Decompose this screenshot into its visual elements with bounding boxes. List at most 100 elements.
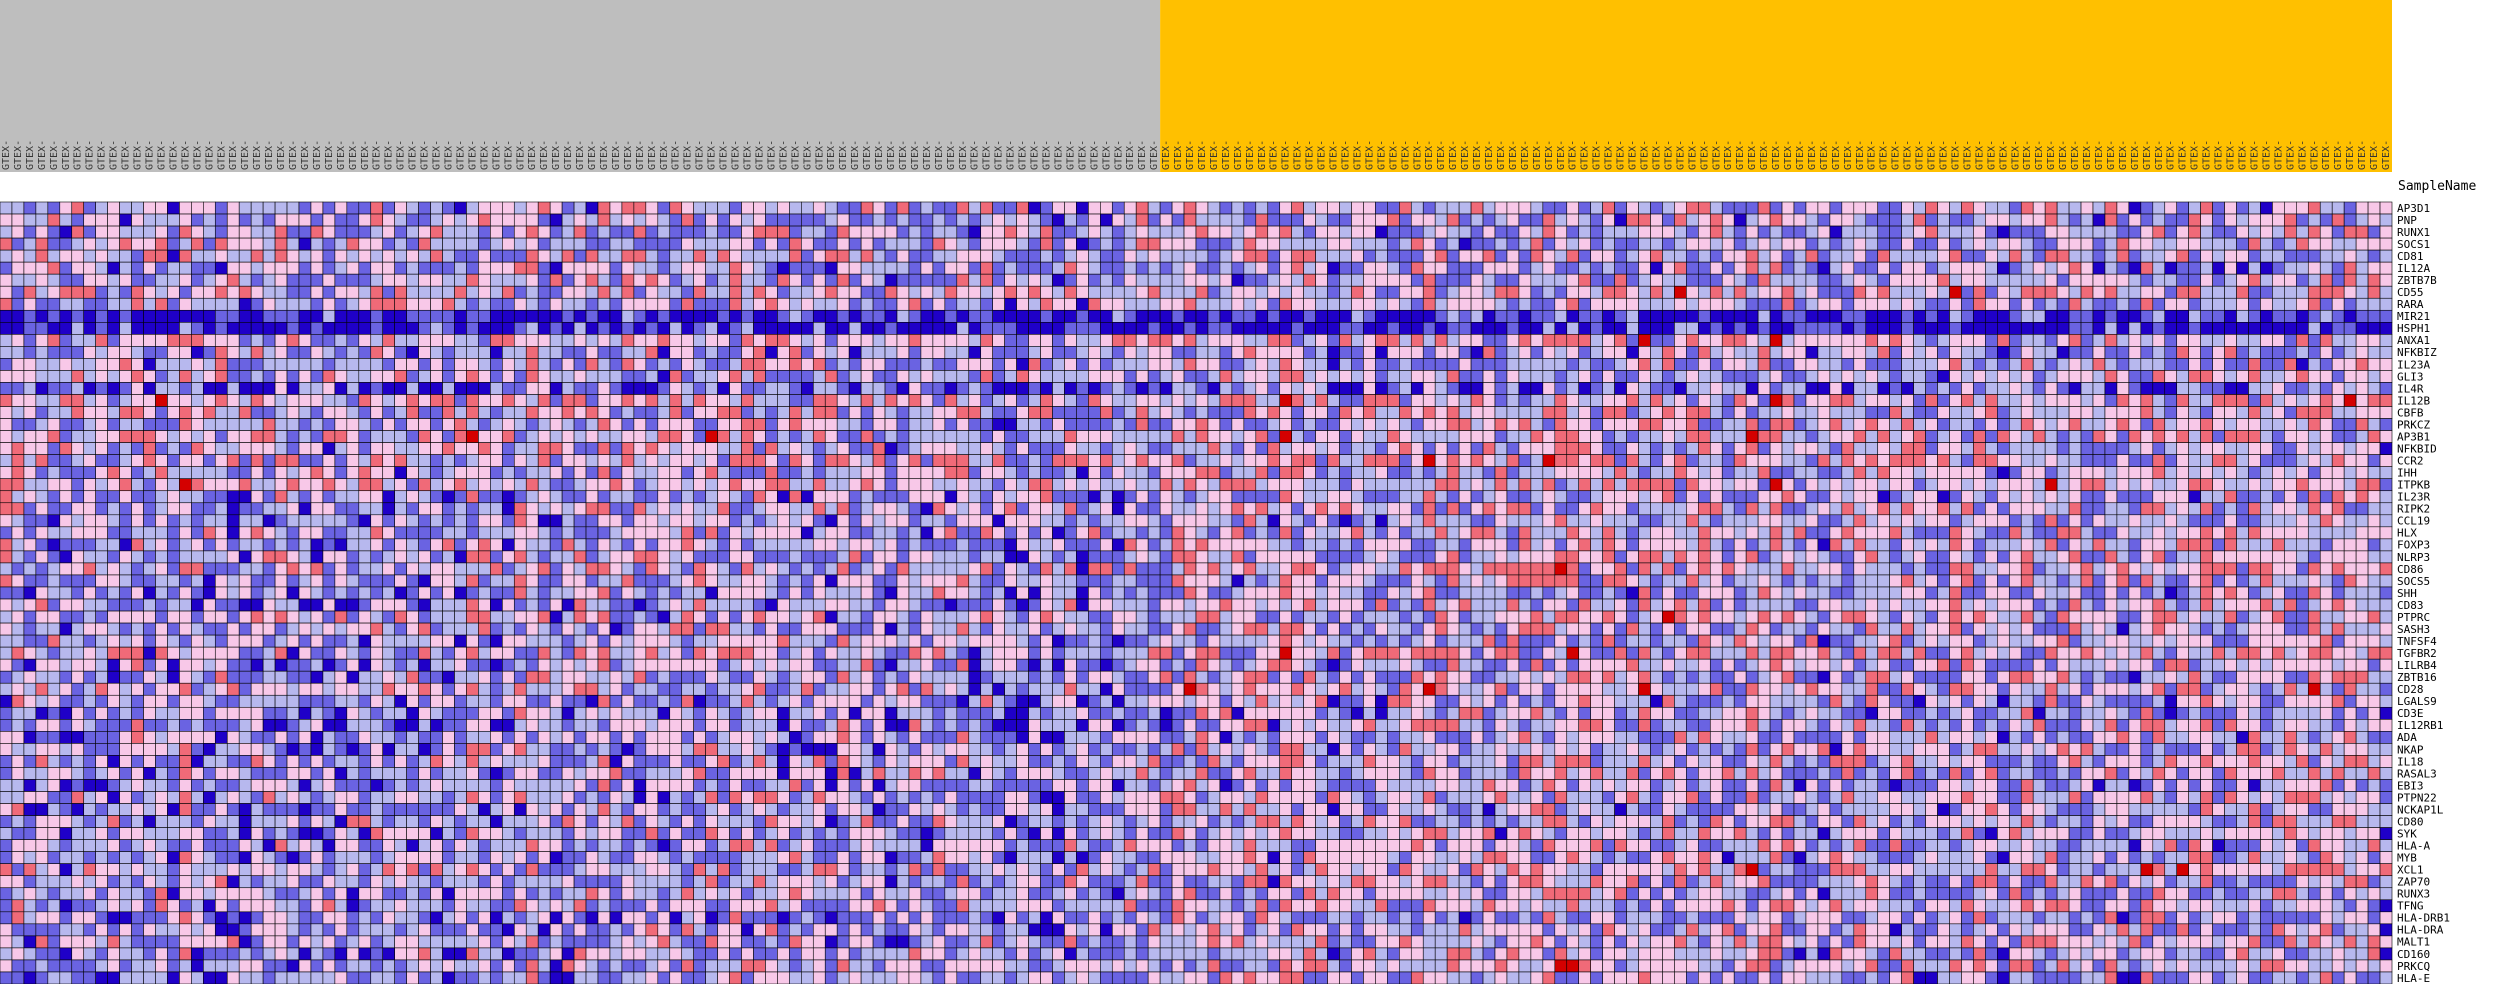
heatmap-cell <box>1375 490 1388 504</box>
heatmap-cell <box>1291 346 1304 359</box>
heatmap-cell <box>2116 406 2130 419</box>
heatmap-cell <box>203 478 216 492</box>
heatmap-cell <box>777 309 790 323</box>
heatmap-cell <box>801 358 814 371</box>
heatmap-cell <box>1399 261 1412 275</box>
heatmap-cell <box>932 358 946 371</box>
heatmap-cell <box>729 478 742 492</box>
heatmap-cell <box>1901 322 1914 335</box>
heatmap-cell <box>1769 273 1783 287</box>
heatmap-cell <box>2331 309 2345 323</box>
heatmap-cell <box>454 466 467 480</box>
heatmap-cell <box>1135 490 1149 504</box>
heatmap-cell <box>1841 490 1855 504</box>
heatmap-cell <box>1064 418 1077 431</box>
heatmap-cell <box>1088 285 1101 299</box>
heatmap-cell <box>681 334 694 347</box>
heatmap-cell <box>1267 273 1281 287</box>
heatmap-cell <box>848 442 862 455</box>
heatmap-cell <box>1375 249 1388 263</box>
heatmap-cell <box>2272 334 2285 347</box>
heatmap-cell <box>191 297 204 311</box>
heatmap-cell <box>1937 418 1950 431</box>
heatmap-cell <box>1494 285 1508 299</box>
heatmap-cell <box>609 261 623 275</box>
heatmap-cell <box>884 237 898 251</box>
heatmap-cell <box>2104 334 2118 347</box>
heatmap-cell <box>872 370 886 383</box>
heatmap-cell <box>203 346 216 359</box>
heatmap-cell <box>2092 261 2106 275</box>
heatmap-cell <box>1937 322 1950 335</box>
heatmap-cell <box>585 346 599 359</box>
heatmap-cell <box>1925 322 1938 335</box>
heatmap-cell <box>980 322 993 335</box>
heatmap-cell <box>119 309 132 323</box>
heatmap-cell <box>83 322 96 335</box>
heatmap-cell <box>777 249 790 263</box>
heatmap-cell <box>2116 309 2130 323</box>
heatmap-cell <box>1482 346 1496 359</box>
heatmap-cell <box>310 201 324 215</box>
heatmap-cell <box>2092 237 2106 251</box>
heatmap-cell <box>645 406 659 419</box>
heatmap-cell <box>765 237 778 251</box>
heatmap-cell <box>1351 201 1364 215</box>
heatmap-cell <box>95 370 108 383</box>
heatmap-cell <box>430 261 443 275</box>
heatmap-cell <box>1195 454 1209 467</box>
heatmap-cell <box>143 406 156 419</box>
heatmap-cell <box>286 346 300 359</box>
heatmap-cell <box>2200 478 2213 492</box>
heatmap-cell <box>980 213 993 227</box>
heatmap-cell <box>932 382 946 395</box>
heatmap-cell <box>765 297 778 311</box>
heatmap-cell <box>561 430 575 443</box>
heatmap-cell <box>1410 406 1424 419</box>
heatmap-cell <box>2104 285 2118 299</box>
heatmap-cell <box>1494 297 1508 311</box>
heatmap-cell <box>2331 454 2345 467</box>
heatmap-cell <box>1351 261 1364 275</box>
heatmap-cell <box>932 201 946 215</box>
heatmap-cell <box>1183 490 1197 504</box>
heatmap-cell <box>1805 261 1819 275</box>
heatmap-cell <box>1721 285 1735 299</box>
heatmap-cell <box>1231 225 1245 239</box>
heatmap-cell <box>2367 225 2381 239</box>
heatmap-cell <box>262 466 276 480</box>
heatmap-cell <box>2068 490 2082 504</box>
heatmap-cell <box>1841 382 1855 395</box>
heatmap-cell <box>418 382 431 395</box>
heatmap-cell <box>191 454 204 467</box>
heatmap-cell <box>442 285 455 299</box>
heatmap-cell <box>944 478 958 492</box>
heatmap-cell <box>1363 454 1376 467</box>
heatmap-cell <box>107 382 120 395</box>
heatmap-cell <box>2331 346 2345 359</box>
heatmap-cell <box>454 309 467 323</box>
heatmap-cell <box>2080 201 2094 215</box>
heatmap-cell <box>1757 261 1771 275</box>
heatmap-cell <box>502 237 515 251</box>
heatmap-cell <box>1219 478 1233 492</box>
heatmap-cell <box>657 430 671 443</box>
heatmap-cell <box>669 454 683 467</box>
heatmap-cell <box>1650 334 1663 347</box>
heatmap-cell <box>549 442 563 455</box>
heatmap-cell <box>1028 442 1041 455</box>
heatmap-cell <box>717 442 730 455</box>
heatmap-cell <box>860 442 874 455</box>
heatmap-cell <box>1877 358 1890 371</box>
heatmap-cell <box>765 309 778 323</box>
heatmap-cell <box>394 442 407 455</box>
heatmap-cell <box>1339 430 1352 443</box>
heatmap-cell <box>2056 346 2070 359</box>
heatmap-cell <box>1829 285 1843 299</box>
heatmap-cell <box>1626 285 1639 299</box>
heatmap-cell <box>1769 394 1783 407</box>
heatmap-cell <box>1937 297 1950 311</box>
heatmap-cell <box>334 346 348 359</box>
heatmap-cell <box>0 309 13 323</box>
heatmap-cell <box>1494 261 1508 275</box>
